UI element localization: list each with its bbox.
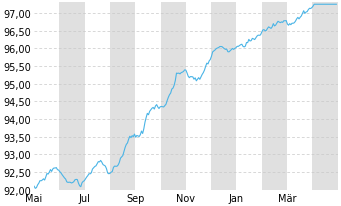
Bar: [161, 4, 186, 190]
Bar: [110, 4, 135, 190]
Bar: [211, 4, 236, 190]
Bar: [312, 4, 338, 190]
Bar: [59, 4, 85, 190]
Bar: [262, 4, 287, 190]
